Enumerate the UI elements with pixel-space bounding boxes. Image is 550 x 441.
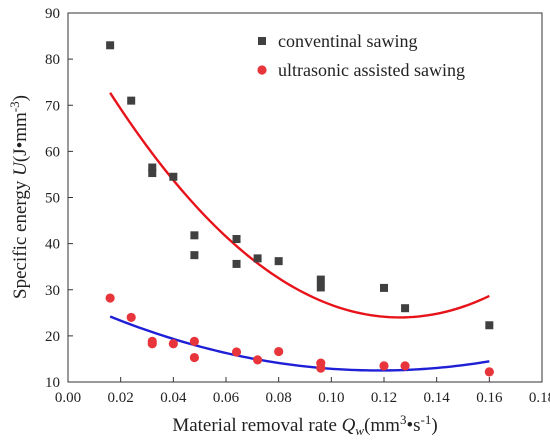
conventional-point	[232, 235, 241, 244]
conventional-point	[148, 163, 157, 172]
conventional-point	[274, 257, 283, 266]
conventional-point	[253, 254, 262, 263]
ultrasonic-point	[274, 346, 284, 357]
ultrasonic-point	[231, 347, 242, 357]
axis-ticks: 0.00 0.02 0.04 0.06 0.08 0.10 0.12 0.14 0.16 0.18…	[45, 6, 550, 406]
ultrasonic-point	[147, 339, 157, 349]
conventional-point	[106, 41, 115, 50]
legend-marker	[257, 65, 267, 75]
conventional-point	[190, 231, 199, 240]
x-tick-label: 0.12	[371, 390, 397, 406]
legend-label: conventinal sawing	[278, 31, 417, 51]
x-tick-label: 0.08	[266, 390, 292, 406]
ultrasonic-point	[379, 361, 389, 371]
y-tick-label: 70	[45, 98, 60, 114]
x-tick-label: 0.14	[424, 390, 451, 406]
x-axis-title: Material removal rate Qw(mm3•s-1)	[172, 412, 437, 438]
y-tick-label: 90	[45, 6, 60, 22]
ultrasonic-point	[189, 352, 199, 363]
data-points	[105, 41, 494, 377]
conventional-point	[169, 172, 178, 181]
ultrasonic-point	[316, 363, 326, 373]
ultrasonic-point	[484, 367, 494, 377]
x-tick-label: 0.04	[160, 390, 187, 406]
x-tick-label: 0.02	[108, 390, 134, 406]
conventional-point	[190, 251, 199, 260]
y-tick-label: 40	[45, 237, 60, 253]
fit-curve	[109, 315, 490, 372]
x-tick-label: 0.16	[476, 390, 503, 406]
conventional-point	[485, 321, 494, 330]
conventional-point	[127, 96, 136, 105]
ultrasonic-point	[253, 355, 263, 365]
ultrasonic-point	[189, 336, 199, 347]
fit-curve	[109, 92, 490, 319]
x-tick-label: 0.06	[213, 390, 240, 406]
x-tick-label: 0.18	[529, 390, 550, 406]
conventional-point	[316, 275, 325, 284]
y-tick-label: 80	[45, 52, 60, 68]
legend: conventinal sawing ultrasonic assisted sa…	[257, 31, 465, 80]
conventional-point	[316, 283, 325, 292]
ultrasonic-point	[400, 361, 410, 371]
y-tick-label: 60	[45, 144, 60, 160]
x-tick-label: 0.00	[55, 390, 81, 406]
fit-curves	[109, 92, 490, 372]
y-tick-label: 20	[45, 329, 60, 345]
ultrasonic-point	[105, 293, 115, 303]
conventional-point	[401, 304, 410, 313]
conventional-point	[148, 169, 157, 178]
y-axis-title: Specific energy U(J•mm-3)	[7, 95, 31, 299]
conventional-point	[232, 259, 241, 268]
legend-marker	[258, 37, 266, 45]
ultrasonic-point	[168, 339, 178, 349]
x-tick-label: 0.10	[318, 390, 344, 406]
y-tick-label: 10	[45, 375, 60, 391]
legend-label: ultrasonic assisted sawing	[278, 60, 465, 80]
conventional-point	[380, 283, 388, 292]
y-tick-label: 50	[45, 191, 60, 207]
y-tick-label: 30	[45, 283, 60, 299]
ultrasonic-point	[126, 312, 136, 323]
